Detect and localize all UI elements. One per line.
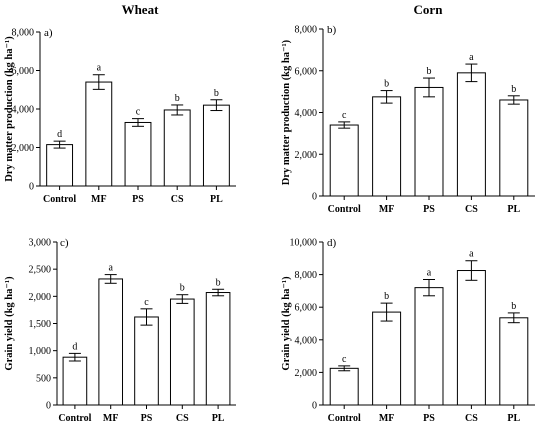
y-tick-label: 6,000: [295, 303, 318, 314]
significance-letter: d: [57, 129, 62, 140]
y-tick-label: 4,000: [12, 105, 35, 116]
x-tick-label: CS: [176, 413, 189, 424]
bar: [134, 316, 159, 406]
bar: [202, 104, 230, 187]
bar: [372, 96, 402, 197]
significance-letter: b: [427, 66, 432, 77]
x-tick-label: MF: [103, 413, 119, 424]
bar: [163, 109, 191, 187]
significance-letter: b: [180, 283, 185, 294]
bar: [372, 311, 402, 406]
x-tick-label: PS: [132, 194, 144, 205]
bar: [499, 99, 529, 197]
significance-letter: a: [469, 249, 474, 260]
panel-label: c): [60, 237, 69, 249]
bar: [205, 292, 231, 406]
y-tick-label: 0: [46, 401, 51, 412]
chart-panel-b: Corn b) Dry matter production (kg ha⁻¹) …: [281, 2, 535, 215]
bar: [499, 317, 529, 406]
chart-title: Corn: [414, 2, 444, 17]
x-tick-label: PS: [423, 413, 435, 424]
x-tick-label: PS: [141, 413, 153, 424]
chart-panel-d: d) Grain yield (kg ha⁻¹) 0 2,000 4,000 6,00…: [281, 237, 535, 424]
y-tick-label: 2,500: [29, 265, 52, 276]
x-tick-label: Control: [43, 194, 76, 205]
x-tick-label: Control: [328, 204, 361, 215]
y-tick-label: 2,000: [29, 292, 52, 303]
y-tick-label: 1,000: [29, 346, 52, 357]
y-tick-label: 8,000: [295, 270, 318, 281]
bar: [124, 121, 152, 187]
x-tick-label: PL: [507, 204, 520, 215]
significance-letter: b: [384, 79, 389, 90]
significance-letter: b: [216, 277, 221, 288]
y-tick-label: 10,000: [290, 238, 318, 249]
significance-letter: b: [214, 88, 219, 99]
significance-letter: c: [342, 354, 347, 365]
y-axis-label: Dry matter production (kg ha⁻¹): [4, 36, 15, 182]
bar: [456, 72, 486, 197]
significance-letter: a: [97, 63, 102, 74]
x-tick-label: CS: [171, 194, 184, 205]
y-tick-label: 8,000: [12, 28, 35, 39]
y-axis-label: Grain yield (kg ha⁻¹): [4, 276, 15, 371]
significance-letter: a: [108, 263, 113, 274]
y-tick-label: 0: [29, 182, 34, 193]
significance-letter: b: [175, 93, 180, 104]
x-tick-label: PS: [423, 204, 435, 215]
significance-letter: a: [469, 52, 474, 63]
y-tick-label: 4,000: [295, 335, 318, 346]
significance-letter: a: [427, 267, 432, 278]
y-tick-label: 2,000: [295, 368, 318, 379]
significance-letter: b: [511, 301, 516, 312]
x-tick-label: PL: [212, 413, 225, 424]
panel-label: a): [44, 27, 53, 39]
y-tick-label: 2,000: [12, 143, 35, 154]
x-tick-label: MF: [379, 413, 395, 424]
y-tick-label: 4,000: [295, 108, 318, 119]
bar: [98, 278, 124, 406]
y-tick-label: 0: [312, 401, 317, 412]
y-axis-label: Dry matter production (kg ha⁻¹): [281, 39, 292, 185]
y-tick-label: 0: [312, 192, 317, 203]
x-tick-label: MF: [91, 194, 107, 205]
bar: [169, 298, 195, 406]
chart-title: Wheat: [122, 2, 160, 17]
bar: [46, 144, 74, 187]
bar: [456, 270, 486, 406]
y-tick-label: 500: [36, 373, 51, 384]
panel-label: d): [327, 237, 337, 249]
y-tick-label: 6,000: [12, 66, 35, 77]
y-axis-label: Grain yield (kg ha⁻¹): [281, 276, 292, 371]
y-tick-label: 6,000: [295, 66, 318, 77]
chart-panel-a: Wheat a) Dry matter production (kg ha⁻¹)…: [4, 2, 236, 205]
bar: [414, 287, 444, 406]
bar: [414, 86, 444, 197]
significance-letter: c: [342, 110, 347, 121]
x-tick-label: MF: [379, 204, 395, 215]
x-tick-label: CS: [465, 204, 478, 215]
bar: [329, 124, 359, 197]
x-tick-label: PL: [210, 194, 223, 205]
x-tick-label: CS: [465, 413, 478, 424]
x-tick-label: PL: [507, 413, 520, 424]
y-tick-label: 2,000: [295, 150, 318, 161]
bar: [85, 81, 113, 187]
significance-letter: d: [72, 341, 77, 352]
bar: [62, 356, 88, 406]
bar: [329, 367, 359, 406]
x-tick-label: Control: [328, 413, 361, 424]
panel-label: b): [327, 24, 337, 36]
y-tick-label: 3,000: [29, 238, 52, 249]
x-tick-label: Control: [58, 413, 91, 424]
significance-letter: b: [384, 291, 389, 302]
y-tick-label: 1,500: [29, 319, 52, 330]
significance-letter: b: [511, 84, 516, 95]
y-tick-label: 8,000: [295, 25, 318, 36]
significance-letter: c: [144, 297, 149, 308]
chart-panel-c: c) Grain yield (kg ha⁻¹) 0 500 1,000 1,500 2…: [4, 237, 236, 424]
significance-letter: c: [136, 107, 141, 118]
